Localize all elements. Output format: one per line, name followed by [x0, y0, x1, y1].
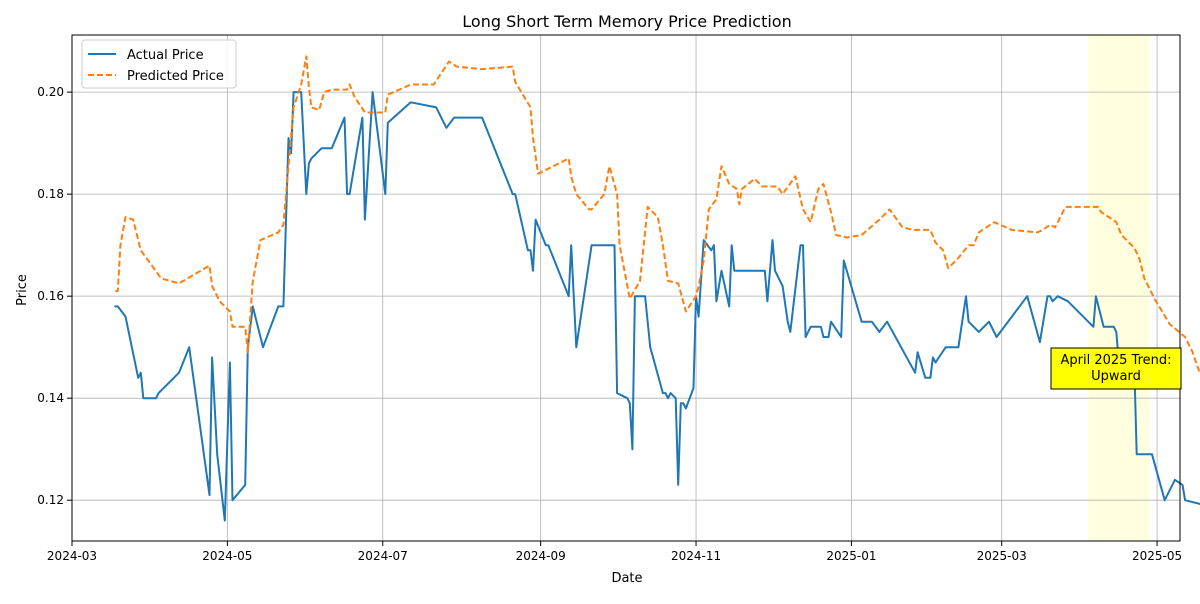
annotation-box [1050, 347, 1182, 390]
y-axis-label: Price [15, 274, 30, 306]
x-tick-label: 2024-05 [202, 549, 252, 563]
trend-annotation: April 2025 Trend: Upward [1050, 347, 1182, 390]
x-tick-label: 2024-09 [516, 549, 566, 563]
series-layer [114, 55, 1200, 522]
x-tick-label: 2024-11 [671, 549, 721, 563]
chart-title: Long Short Term Memory Price Prediction [462, 12, 791, 31]
plot-frame [71, 34, 1181, 542]
actual-price-line [114, 91, 1200, 522]
x-tick-label: 2024-07 [358, 549, 408, 563]
highlight-layer [1088, 35, 1150, 541]
y-tick-label: 0.16 [37, 289, 64, 303]
x-axis-label: Date [611, 571, 642, 586]
x-tick-label: 2025-03 [977, 549, 1027, 563]
legend-label-actual: Actual Price [127, 48, 204, 63]
predicted-price-line [115, 55, 1200, 376]
y-tick-label: 0.14 [37, 391, 64, 405]
x-tick-label: 2024-03 [47, 549, 97, 563]
highlight-band [1088, 35, 1150, 541]
y-tick-label: 0.18 [37, 187, 64, 201]
legend-box [81, 39, 237, 89]
legend: Actual Price Predicted Price [81, 39, 237, 89]
y-tick-label: 0.20 [37, 85, 64, 99]
annotation-line-1: April 2025 Trend: [1060, 353, 1171, 368]
legend-label-predicted: Predicted Price [127, 69, 224, 84]
y-tick-label: 0.12 [37, 493, 64, 507]
tick-layer: 2024-03 2024-05 2024-07 2024-09 2024-11 2025-… [37, 85, 1182, 563]
x-tick-label: 2025-01 [826, 549, 876, 563]
x-tick-label: 2025-05 [1132, 549, 1182, 563]
annotation-line-2: Upward [1091, 369, 1141, 384]
